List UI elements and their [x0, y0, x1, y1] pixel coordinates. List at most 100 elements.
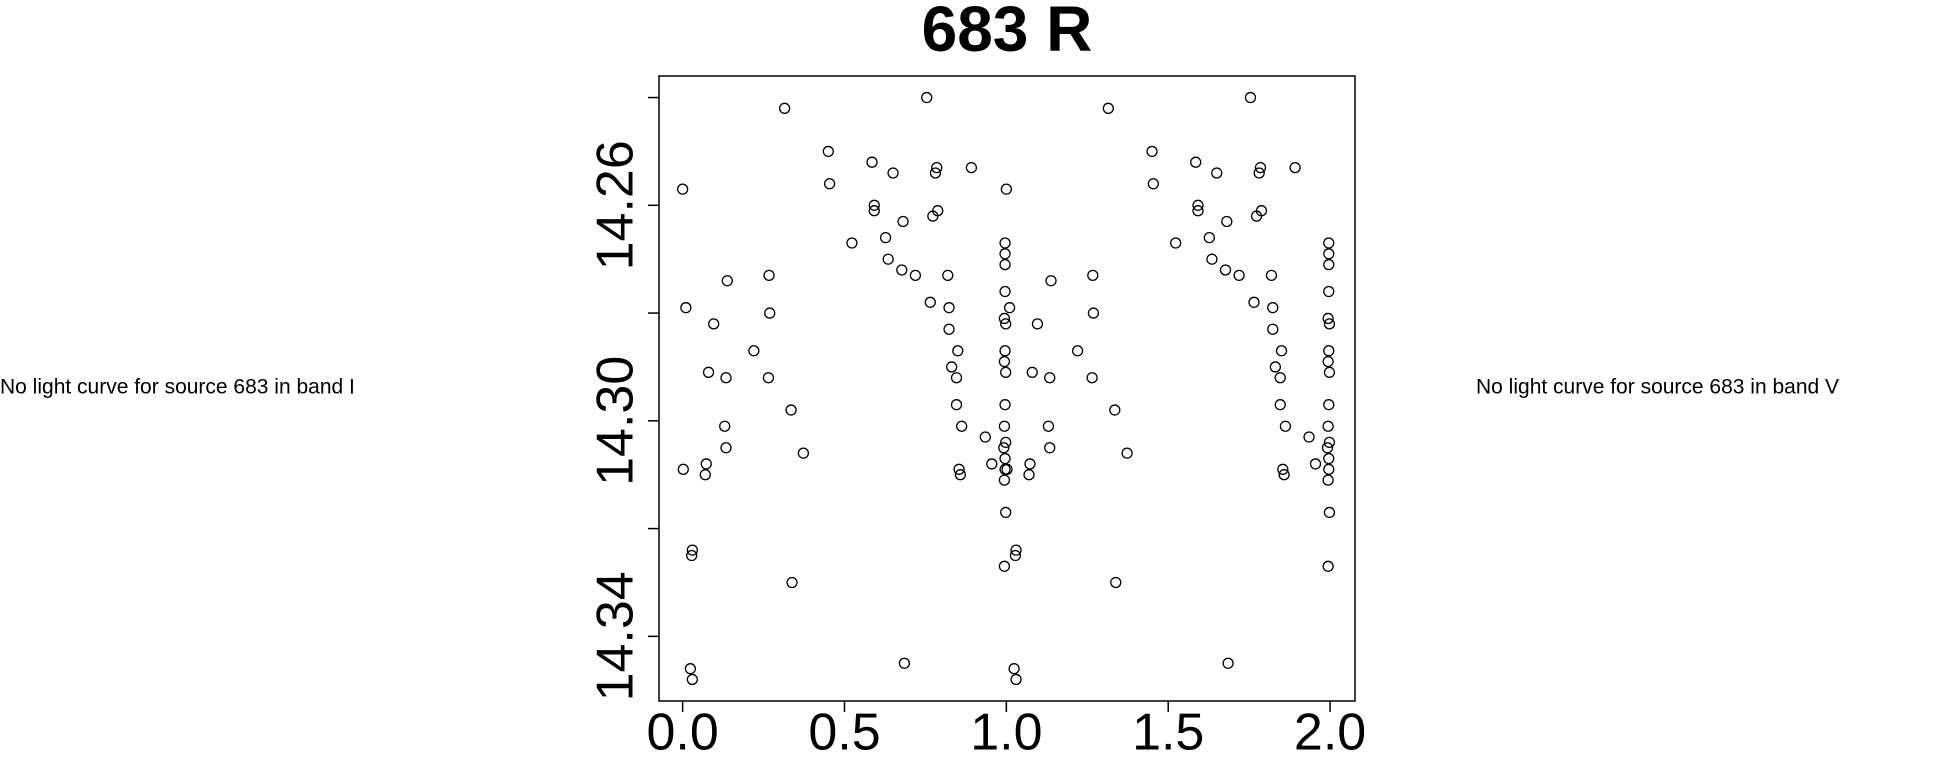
point	[998, 560, 1011, 572]
point	[950, 372, 963, 384]
point	[1275, 345, 1288, 357]
point	[1026, 366, 1038, 378]
point	[1045, 275, 1057, 287]
point	[1003, 302, 1016, 314]
point	[1269, 361, 1282, 373]
point	[1190, 156, 1202, 168]
point	[929, 167, 942, 179]
point	[998, 474, 1011, 486]
point	[945, 361, 958, 373]
point	[1323, 436, 1336, 449]
point	[1323, 345, 1335, 357]
point	[680, 302, 692, 314]
point	[943, 302, 955, 314]
point	[1192, 199, 1204, 211]
point	[686, 549, 698, 562]
point	[1146, 145, 1158, 158]
point	[762, 372, 775, 384]
point	[1211, 167, 1223, 179]
point	[1323, 399, 1335, 411]
point	[778, 102, 791, 114]
point	[897, 215, 909, 228]
point	[887, 167, 899, 179]
point	[956, 420, 968, 432]
point	[1323, 258, 1335, 271]
point	[1322, 560, 1334, 572]
point	[1267, 302, 1279, 314]
point	[1321, 442, 1334, 454]
point	[1008, 663, 1020, 675]
point	[998, 420, 1011, 432]
point	[702, 366, 715, 378]
left-note: No light curve for source 683 in band I	[0, 376, 355, 399]
point	[720, 442, 732, 454]
point	[999, 399, 1011, 411]
point	[1000, 183, 1013, 195]
plot-frame	[658, 75, 1356, 702]
point	[1274, 372, 1286, 384]
point	[1109, 404, 1121, 416]
point	[822, 145, 834, 158]
point	[797, 447, 810, 459]
point	[1254, 161, 1267, 174]
point	[1323, 506, 1336, 519]
point	[1233, 269, 1245, 282]
y-tick-label: 14.26	[587, 140, 645, 270]
point	[1000, 506, 1012, 519]
point	[998, 312, 1011, 325]
point	[950, 399, 963, 411]
point	[1009, 549, 1022, 562]
point	[1044, 372, 1056, 384]
point	[764, 307, 776, 319]
chart-title: 683 R	[922, 0, 1093, 65]
point	[1322, 420, 1334, 432]
point	[1000, 318, 1012, 330]
point	[909, 269, 922, 282]
x-tick-label: 0.5	[808, 704, 880, 760]
x-tick-label: 1.5	[1132, 704, 1204, 760]
point	[699, 469, 711, 481]
point	[1000, 366, 1012, 378]
point	[700, 458, 712, 470]
point	[999, 285, 1011, 298]
point	[1086, 372, 1098, 384]
point	[1010, 544, 1022, 556]
point	[846, 237, 858, 249]
point	[868, 199, 880, 211]
point	[924, 296, 936, 308]
point	[1206, 253, 1218, 265]
point	[1010, 673, 1022, 686]
point	[763, 269, 775, 282]
x-tick-label: 0.0	[646, 704, 718, 760]
point	[1044, 442, 1056, 454]
point	[686, 673, 698, 686]
point	[786, 576, 798, 589]
point	[999, 248, 1011, 260]
point	[998, 442, 1010, 454]
point	[879, 231, 892, 244]
point	[1322, 355, 1334, 368]
point	[882, 253, 894, 265]
point	[708, 318, 720, 330]
point	[965, 161, 978, 174]
point	[1087, 269, 1099, 282]
point	[1323, 318, 1336, 330]
point	[954, 469, 967, 481]
point	[1322, 312, 1334, 325]
point	[823, 178, 836, 190]
point	[1323, 366, 1336, 378]
point	[684, 663, 697, 675]
point	[1322, 474, 1334, 486]
point	[1042, 420, 1055, 432]
point	[932, 205, 944, 217]
point	[952, 345, 964, 357]
x-tick-label: 1.0	[970, 704, 1042, 760]
point	[1253, 167, 1265, 179]
point	[720, 372, 732, 384]
point	[942, 269, 954, 282]
point	[1031, 318, 1044, 330]
point	[1001, 463, 1013, 475]
point	[1147, 178, 1159, 190]
point	[999, 237, 1011, 249]
point	[921, 91, 933, 104]
